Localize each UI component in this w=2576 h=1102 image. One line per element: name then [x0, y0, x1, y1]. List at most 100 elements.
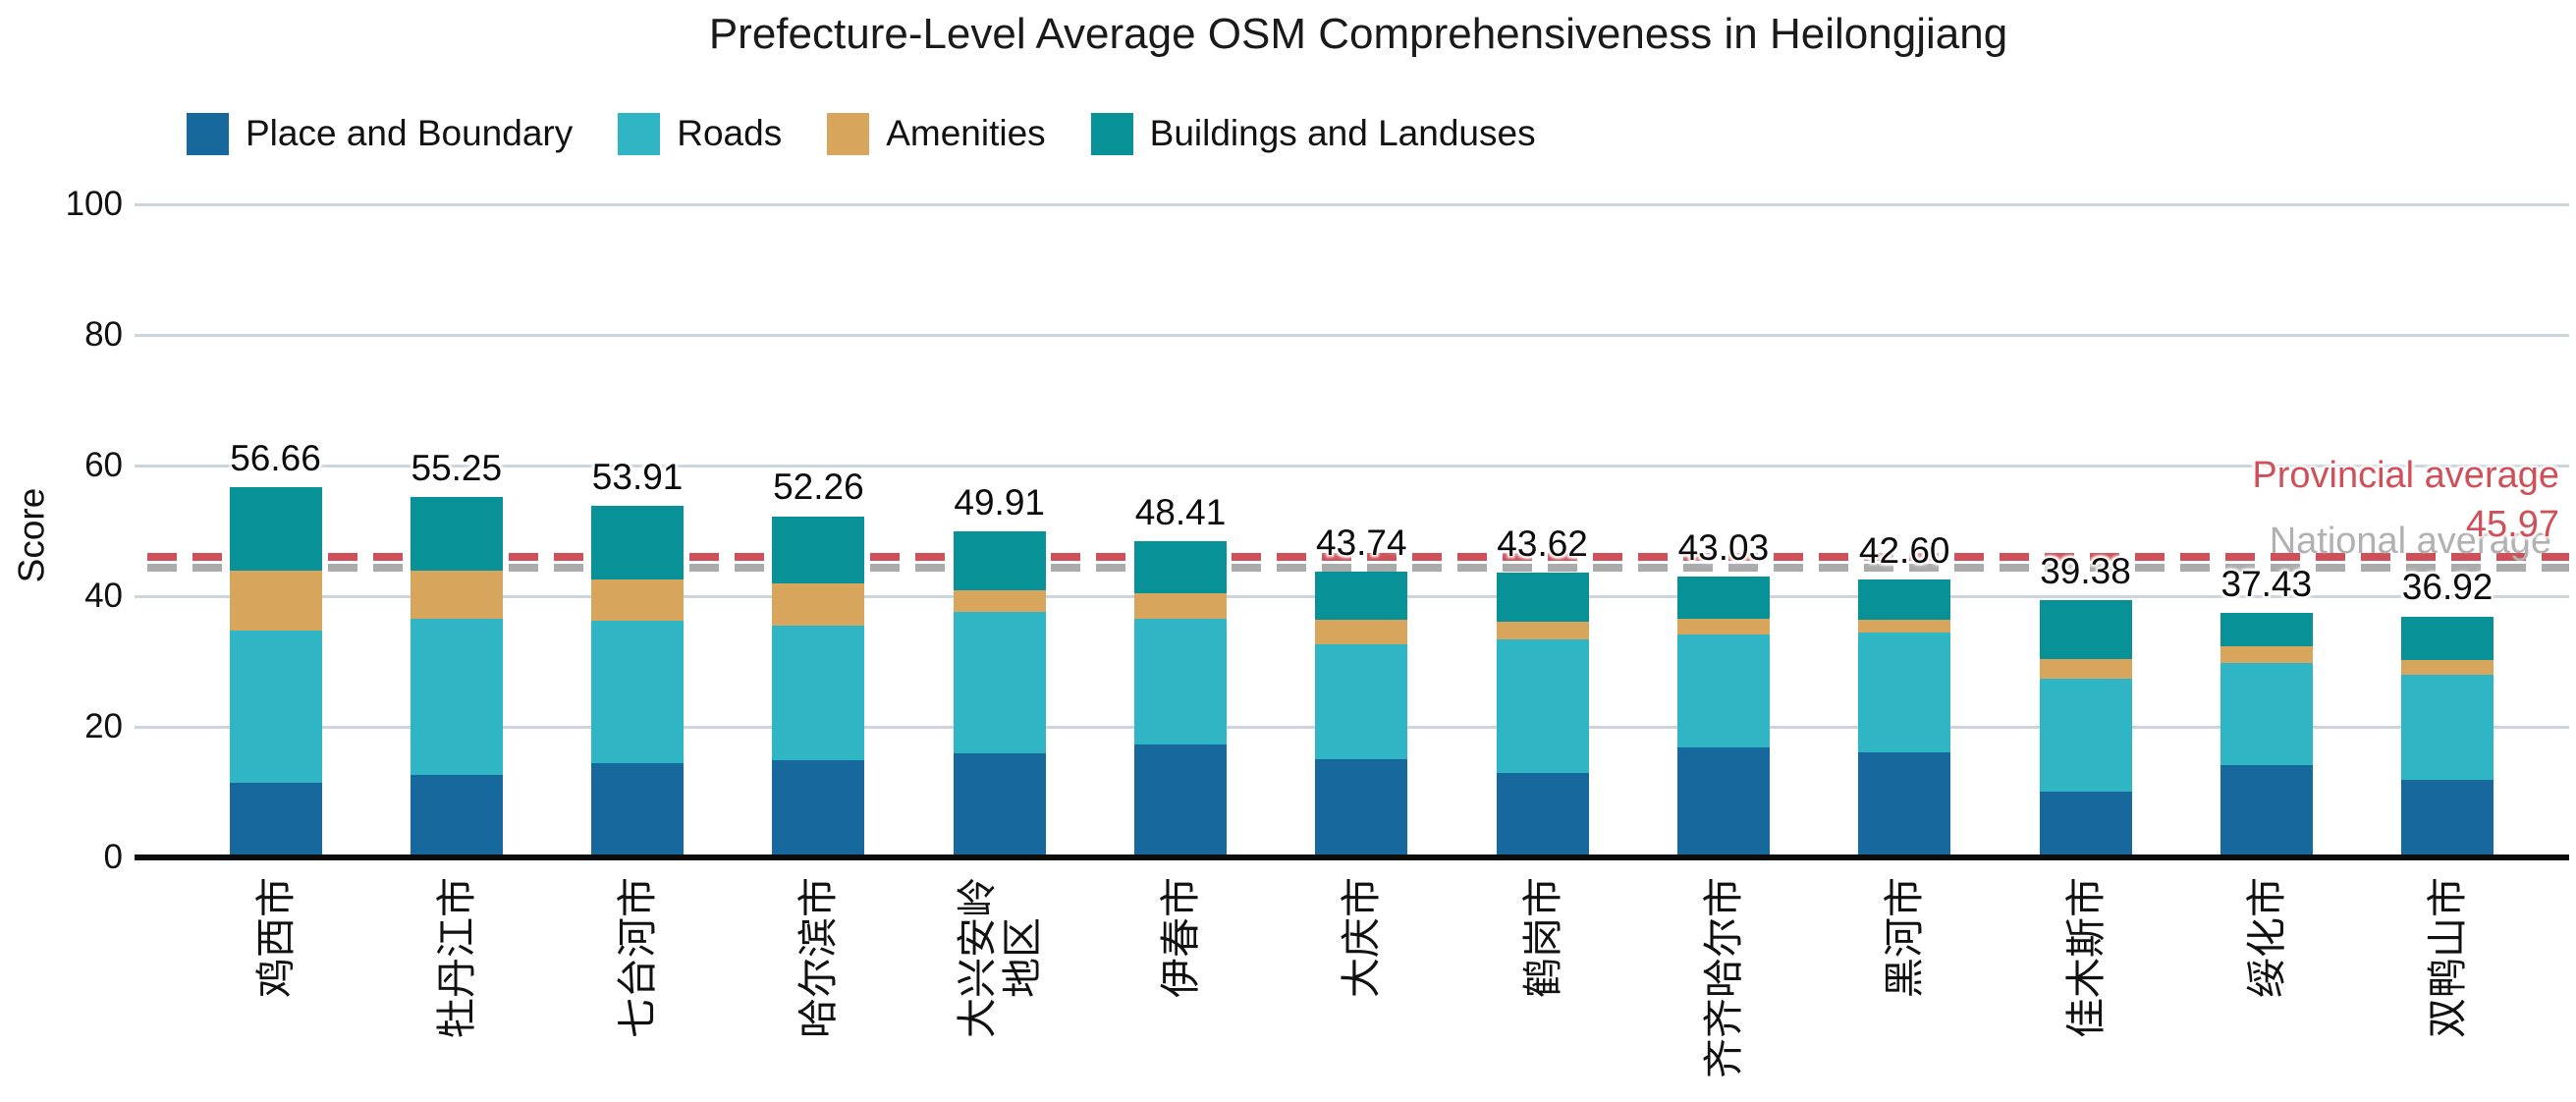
bar-segment-amenities: [1858, 619, 1951, 633]
bar-segment-amenities: [2039, 658, 2132, 680]
gridline-80: [135, 333, 2569, 337]
bar-佳木斯市: [2039, 600, 2132, 857]
bar-segment-amenities: [1315, 619, 1408, 645]
bar-大兴安岭地区: [953, 531, 1046, 857]
bar-segment-place-and-boundary: [591, 762, 685, 857]
bar-segment-amenities: [2401, 659, 2494, 676]
x-tick-label-text: 七台河市: [615, 877, 661, 1038]
bar-segment-roads: [1315, 644, 1408, 760]
bar-segment-roads: [229, 630, 322, 783]
bar-segment-place-and-boundary: [1676, 746, 1770, 857]
bar-segment-place-and-boundary: [2401, 779, 2494, 857]
bar-齐齐哈尔市: [1676, 576, 1770, 857]
bar-value-label: 42.60: [1858, 529, 1950, 571]
bar-value-label: 49.91: [954, 482, 1045, 523]
y-tick-label-20: 20: [84, 707, 123, 745]
bar-segment-roads: [772, 625, 865, 760]
x-tick-label-text: 齐齐哈尔市: [1700, 877, 1746, 1078]
bar-segment-roads: [410, 618, 503, 775]
bar-segment-place-and-boundary: [1134, 744, 1227, 857]
y-tick-label-60: 60: [84, 446, 123, 484]
bar-segment-roads: [2220, 662, 2313, 766]
bar-segment-place-and-boundary: [2039, 791, 2132, 857]
bar-七台河市: [591, 505, 685, 857]
bar-value-label: 37.43: [2220, 564, 2313, 605]
legend-item-2: Roads: [618, 112, 783, 155]
bar-伊春市: [1134, 541, 1227, 857]
y-tick-label-0: 0: [103, 838, 123, 876]
reference-line-annotation: National average Provincial average 45.9…: [2252, 451, 2559, 562]
gridline-100: [135, 202, 2569, 206]
bar-value-label: 56.66: [230, 438, 321, 479]
legend-swatch: [618, 112, 661, 155]
bar-segment-amenities: [410, 571, 503, 619]
bar-segment-buildings-and-landuses: [2220, 613, 2313, 647]
bar-segment-buildings-and-landuses: [1315, 572, 1408, 620]
bar-牡丹江市: [410, 496, 503, 857]
legend-label: Amenities: [886, 113, 1046, 153]
bar-segment-buildings-and-landuses: [1496, 572, 1589, 622]
bar-segment-roads: [2039, 679, 2132, 792]
provincial-average-line: [147, 553, 2569, 562]
legend-swatch: [187, 112, 229, 155]
bar-value-label: 43.62: [1497, 523, 1588, 564]
bar-segment-buildings-and-landuses: [1676, 576, 1770, 620]
bar-segment-amenities: [1134, 592, 1227, 619]
bar-鹤岗市: [1496, 572, 1589, 857]
legend-label: Place and Boundary: [246, 113, 574, 153]
bar-value-label: 39.38: [2040, 551, 2131, 592]
bar-segment-buildings-and-landuses: [1858, 579, 1951, 620]
bar-segment-buildings-and-landuses: [953, 531, 1046, 591]
bar-segment-amenities: [772, 582, 865, 626]
bar-segment-place-and-boundary: [772, 759, 865, 857]
x-tick-label-text: 伊春市: [1158, 877, 1203, 998]
bar-value-label: 43.74: [1316, 523, 1407, 564]
legend-swatch: [827, 112, 870, 155]
bar-segment-roads: [2401, 675, 2494, 780]
y-tick-label-100: 100: [65, 185, 123, 223]
bar-segment-amenities: [1676, 619, 1770, 635]
bar-segment-amenities: [591, 579, 685, 622]
national-average-line: [147, 563, 2569, 572]
bar-哈尔滨市: [772, 516, 865, 857]
bar-大庆市: [1315, 572, 1408, 857]
bar-segment-place-and-boundary: [953, 752, 1046, 857]
bar-segment-roads: [953, 611, 1046, 753]
bar-segment-place-and-boundary: [2220, 765, 2313, 857]
bar-双鸭山市: [2401, 616, 2494, 857]
x-tick-label-text: 鸡西市: [252, 877, 299, 998]
bar-segment-place-and-boundary: [410, 774, 503, 857]
x-tick-label-text: 大兴安岭 地区: [954, 877, 1045, 1038]
legend-label: Roads: [677, 113, 783, 153]
x-tick-label-text: 双鸭山市: [2425, 877, 2471, 1038]
legend-item-3: Amenities: [827, 112, 1046, 155]
bar-segment-roads: [1496, 638, 1589, 773]
bar-segment-buildings-and-landuses: [1134, 541, 1227, 593]
gridline-60: [135, 464, 2569, 468]
bar-segment-place-and-boundary: [1496, 772, 1589, 857]
bar-segment-buildings-and-landuses: [229, 487, 322, 572]
bar-绥化市: [2220, 613, 2313, 857]
bar-segment-amenities: [229, 571, 322, 631]
provincial-average-label: Provincial average 45.97: [2252, 451, 2559, 549]
provincial-average-value: 45.97: [2465, 504, 2559, 545]
x-tick-label-text: 绥化市: [2243, 877, 2289, 998]
legend-swatch: [1090, 112, 1133, 155]
y-axis-title-text: Score: [11, 487, 51, 583]
plot-area: National average Provincial average 45.9…: [66, 185, 2569, 876]
x-tick-label-text: 大庆市: [1339, 877, 1385, 998]
x-tick-label-text: 哈尔滨市: [795, 877, 842, 1038]
bar-segment-buildings-and-landuses: [410, 496, 503, 572]
provincial-average-title: Provincial average: [2252, 455, 2559, 496]
bar-segment-roads: [1858, 632, 1951, 752]
bar-黑河市: [1858, 579, 1951, 857]
bar-segment-buildings-and-landuses: [591, 505, 685, 580]
bar-segment-place-and-boundary: [229, 782, 322, 857]
y-axis-title: Score: [0, 422, 63, 648]
bar-segment-amenities: [1496, 621, 1589, 639]
national-average-label: National average: [2269, 521, 2551, 562]
y-tick-label-40: 40: [84, 577, 123, 615]
x-tick-label-text: 黑河市: [1882, 877, 1928, 998]
bar-segment-amenities: [953, 590, 1046, 612]
